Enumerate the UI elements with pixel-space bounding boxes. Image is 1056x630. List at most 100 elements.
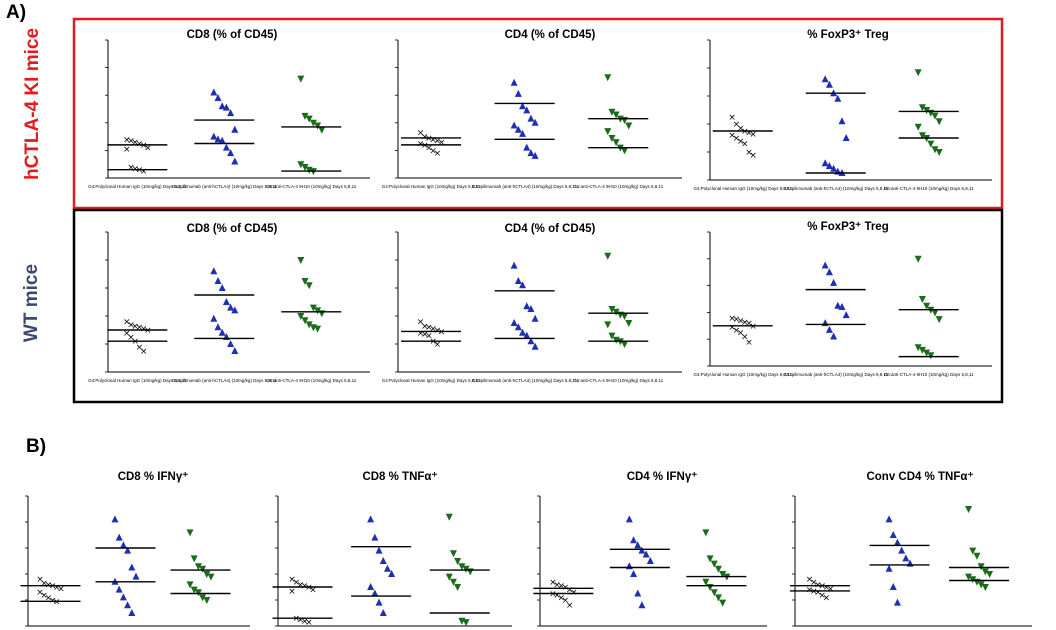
group-label: G6:anti-CTLA-4 9H10 (10mg/kg) Days 5,8,1… [884, 186, 974, 191]
data-point-triangle-up [519, 328, 527, 336]
data-point-triangle-up [222, 103, 230, 111]
data-point-x: × [823, 583, 831, 593]
group-label: G5:Ipilimumab (anti-hCTLA4) (10mg/kg) Da… [472, 184, 577, 189]
data-point-x: × [288, 587, 296, 597]
data-point-triangle-up [218, 284, 226, 291]
data-point-x: × [818, 582, 826, 592]
data-point-x: × [810, 587, 818, 597]
data-point-x: × [123, 145, 131, 155]
data-point-triangle-down [914, 123, 922, 131]
data-point-x: × [745, 148, 753, 158]
data-point-x: × [741, 333, 749, 343]
data-point-triangle-up [630, 570, 638, 577]
data-point-triangle-down [301, 278, 309, 285]
data-point-triangle-up [821, 159, 829, 167]
data-point-x: × [127, 163, 135, 173]
data-point-x: × [438, 327, 446, 337]
data-point-triangle-up [379, 557, 387, 564]
group-label: G5:Ipilimumab (anti-hCTLA4) (10mg/kg) Da… [783, 372, 888, 377]
data-point-triangle-up [111, 515, 119, 523]
data-point-x: × [144, 144, 152, 154]
data-point-x: × [40, 579, 48, 589]
data-point-x: × [434, 137, 442, 147]
data-point-triangle-down [977, 581, 985, 589]
group-label: G6:anti-CTLA-4 9H10 (10mg/kg) Days 5,8,1… [266, 378, 356, 383]
data-point-triangle-down [207, 573, 215, 581]
data-point-x: × [728, 323, 736, 333]
data-point-triangle-up [838, 303, 846, 311]
data-point-triangle-up [825, 325, 833, 333]
data-point-x: × [292, 578, 300, 588]
data-point-triangle-up [227, 340, 235, 347]
data-point-triangle-down [935, 316, 943, 324]
data-point-triangle-up [124, 601, 132, 609]
chart-title: CD8 (% of CD45) [187, 223, 278, 235]
data-point-x: × [136, 343, 144, 353]
group-label: G4:Polyclonal Human IgG (10mg/kg) Days 5… [88, 184, 187, 189]
group-label: G5:Ipilimumab (anti-hCTLA4) (10mg/kg) Da… [472, 378, 577, 383]
data-point-x: × [144, 326, 152, 336]
group-label: G6:anti-CTLA-4 9H10 (10mg/kg) Days 5,8,1… [884, 372, 974, 377]
data-point-x: × [417, 318, 425, 328]
data-point-triangle-up [893, 538, 901, 546]
data-point-triangle-down [927, 352, 935, 360]
data-point-triangle-up [842, 311, 850, 319]
data-point-triangle-down [719, 571, 727, 578]
data-point-triangle-up [214, 93, 222, 101]
data-point-triangle-up [825, 268, 833, 276]
data-point-triangle-down [305, 321, 313, 329]
data-point-triangle-up [638, 601, 646, 609]
data-point-x: × [733, 134, 741, 144]
group-label: G6:anti-CTLA-4 9H10 (10mg/kg) Days 5,8,1… [573, 184, 663, 189]
data-point-triangle-down [621, 313, 629, 320]
data-point-triangle-up [231, 306, 239, 314]
data-point-triangle-down [923, 349, 931, 357]
data-point-triangle-down [604, 321, 612, 329]
data-point-triangle-up [630, 536, 638, 544]
data-point-triangle-up [214, 135, 222, 143]
data-point-triangle-down [190, 555, 198, 563]
data-point-x: × [741, 140, 749, 150]
data-point-triangle-up [227, 303, 235, 311]
data-point-x: × [36, 588, 44, 598]
data-point-triangle-up [531, 342, 539, 350]
data-point-triangle-up [523, 106, 531, 114]
data-point-x: × [557, 582, 565, 592]
data-point-triangle-up [527, 305, 535, 312]
chart-title: CD4 (% of CD45) [505, 29, 596, 41]
data-point-triangle-down [297, 313, 305, 320]
data-point-triangle-down [981, 584, 989, 591]
data-point-x: × [421, 330, 429, 340]
data-point-x: × [301, 617, 309, 627]
data-point-x: × [733, 120, 741, 130]
data-point-triangle-down [305, 115, 313, 123]
chart-title: % FoxP3⁺ Treg [807, 221, 888, 233]
data-point-triangle-up [214, 277, 222, 284]
data-point-triangle-down [706, 555, 714, 563]
data-point-triangle-up [210, 132, 218, 140]
data-point-triangle-down [935, 118, 943, 126]
data-point-triangle-down [969, 576, 977, 584]
data-point-x: × [741, 127, 749, 137]
data-point-x: × [749, 322, 757, 332]
data-point-x: × [425, 134, 433, 144]
data-point-x: × [434, 340, 442, 350]
data-point-x: × [57, 584, 65, 594]
data-point-x: × [549, 578, 557, 588]
chart-title: CD8 % IFNγ⁺ [118, 471, 189, 483]
data-point-triangle-up [128, 563, 136, 571]
data-point-triangle-up [885, 515, 893, 523]
data-point-x: × [429, 325, 437, 335]
data-point-triangle-down [931, 112, 939, 120]
data-point-x: × [297, 580, 305, 590]
data-point-triangle-down [710, 560, 718, 568]
data-point-triangle-down [604, 128, 612, 136]
data-point-triangle-down [612, 111, 620, 119]
data-point-triangle-up [519, 129, 527, 137]
data-point-triangle-up [893, 598, 901, 606]
data-point-triangle-up [531, 314, 539, 322]
data-point-triangle-down [297, 75, 305, 83]
data-point-triangle-down [714, 565, 722, 573]
data-point-x: × [49, 582, 57, 592]
group-label: G4:Polyclonal Human IgG (10mg/kg) Days 5… [88, 378, 187, 383]
